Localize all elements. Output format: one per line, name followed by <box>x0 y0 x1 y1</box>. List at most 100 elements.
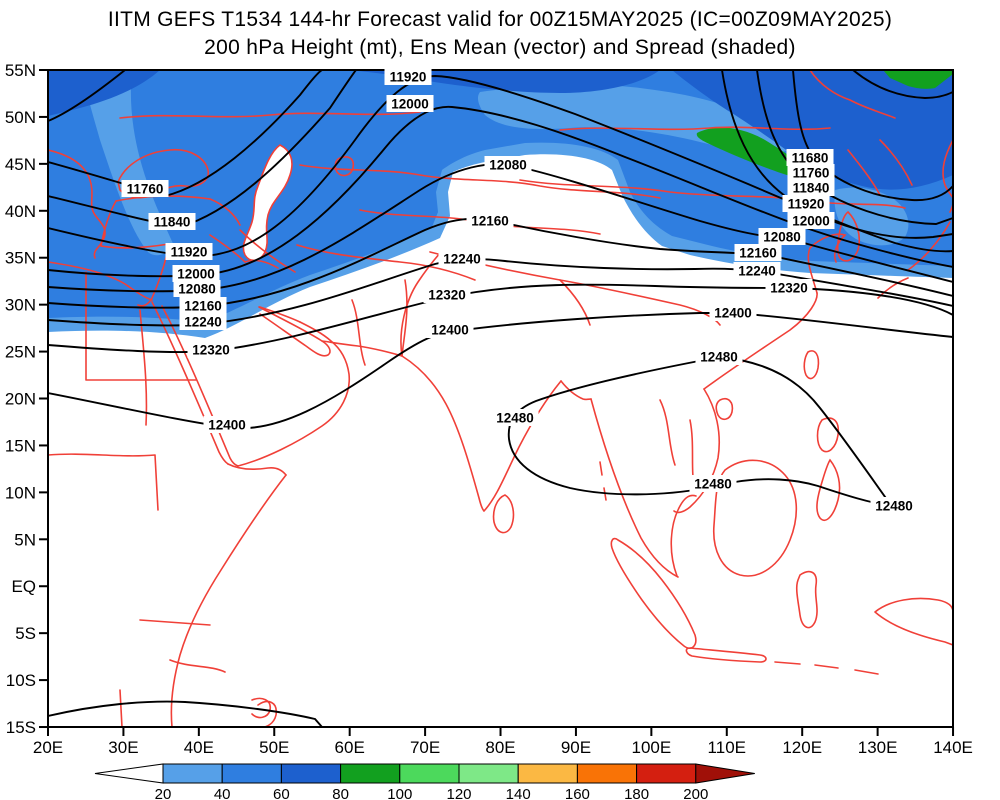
lon-tick-label: 70E <box>410 738 440 757</box>
contour-label: 12240 <box>738 264 776 279</box>
contour-label: 12240 <box>443 252 481 267</box>
colorbar-cell <box>576 763 638 784</box>
lat-tick-label: 25N <box>5 343 36 362</box>
lat-tick-label: 30N <box>5 296 36 315</box>
lon-tick-label: 60E <box>335 738 365 757</box>
contour-label-box <box>782 195 830 212</box>
contour-label: 12400 <box>208 418 246 433</box>
colorbar-cell <box>399 763 460 784</box>
colorbar-cell <box>636 763 697 784</box>
contour-label: 12480 <box>875 499 913 514</box>
title-line-1: IITM GEFS T1534 144-hr Forecast valid fo… <box>108 8 892 31</box>
contour-label: 12080 <box>178 282 216 297</box>
lat-tick-label: 20N <box>5 390 36 409</box>
colorbar-tick-label: 100 <box>387 786 412 800</box>
lon-tick-label: 120E <box>782 738 822 757</box>
contour-label-box <box>733 262 781 279</box>
colorbar-cell <box>162 763 223 784</box>
lat-tick-label: 10N <box>5 483 36 502</box>
contour-label-box <box>203 416 251 433</box>
contour-label-box <box>695 348 743 365</box>
lat-tick-label: 15N <box>5 436 36 455</box>
contour-label: 12160 <box>184 299 222 314</box>
lat-tick-label: 55N <box>5 61 36 80</box>
colorbar-tick-label: 80 <box>332 786 349 800</box>
contour-label: 12480 <box>700 350 738 365</box>
contour-label-box <box>689 475 737 492</box>
contour-label: 11840 <box>154 215 191 230</box>
contour-label-box <box>121 180 169 197</box>
contour-label-box <box>870 497 918 514</box>
colorbar-arrow-right <box>695 763 755 784</box>
contour-label: 11920 <box>788 197 825 212</box>
contour-label-box <box>179 297 227 314</box>
colorbar-cell <box>280 763 342 784</box>
colorbar: 20 40 60 80 100 120 140 160 180 200 <box>94 763 755 800</box>
colorbar-tick-label: 140 <box>506 786 531 800</box>
contour-label: 12400 <box>431 323 469 338</box>
contour-label-box <box>172 265 220 282</box>
colorbar-tick-label: 20 <box>155 786 172 800</box>
colorbar-arrow-left <box>94 763 164 784</box>
contour-label: 12160 <box>739 246 777 261</box>
lon-tick-label: 50E <box>259 738 289 757</box>
colorbar-cell <box>221 763 282 784</box>
contour-label: 12320 <box>192 343 230 358</box>
colorbar-tick-label: 60 <box>273 786 290 800</box>
contour-label-box <box>173 280 221 297</box>
contour-label: 12000 <box>177 267 215 282</box>
contour-label-box <box>709 304 757 321</box>
contour-label-box <box>384 68 432 85</box>
contour-label-box <box>787 179 835 196</box>
contour-label: 11920 <box>171 245 208 260</box>
colorbar-tick-label: 40 <box>214 786 231 800</box>
contour-label: 12400 <box>714 306 752 321</box>
contour-label: 11760 <box>793 166 830 181</box>
contour-label-box <box>386 95 434 112</box>
contour-label-box <box>179 313 227 330</box>
contour-label-box <box>765 279 813 296</box>
contour-label-box <box>787 164 835 181</box>
contour-label-box <box>165 243 213 260</box>
contour-label-box <box>787 212 835 229</box>
lon-tick-label: 140E <box>933 738 973 757</box>
contour-label: 12000 <box>792 214 830 229</box>
colorbar-tick-label: 200 <box>683 786 708 800</box>
lon-tick-label: 30E <box>108 738 138 757</box>
colorbar-cell <box>458 763 519 784</box>
contour-label: 11680 <box>792 151 829 166</box>
colorbar-cell <box>340 763 401 784</box>
contour-label: 12160 <box>471 214 509 229</box>
lon-tick-label: 90E <box>561 738 591 757</box>
contour-label-box <box>491 409 539 426</box>
lat-tick-label: 15S <box>6 718 36 737</box>
lon-tick-label: 80E <box>485 738 515 757</box>
lat-tick-label: 45N <box>5 155 36 174</box>
colorbar-tick-label: 160 <box>565 786 590 800</box>
contour-label: 11920 <box>390 70 427 85</box>
contour-label: 11840 <box>793 181 830 196</box>
lat-tick-label: 10S <box>6 671 36 690</box>
contour-label-box <box>426 321 474 338</box>
contour-label: 12320 <box>770 281 808 296</box>
contour-label-box <box>466 212 514 229</box>
contour-label-box <box>758 228 806 245</box>
contour-label: 12480 <box>496 411 534 426</box>
contour-label-box <box>484 156 532 173</box>
colorbar-cell <box>517 763 578 784</box>
lat-axis: 55N 50N 45N 40N 35N 30N 25N 20N 15N 10N 5N EQ 5S 10S 1… <box>5 61 48 737</box>
lon-tick-label: 110E <box>708 738 746 757</box>
contour-label: 12480 <box>694 477 732 492</box>
contour-label: 12240 <box>184 315 222 330</box>
contour-label: 11760 <box>127 182 164 197</box>
contour-label-box <box>423 286 471 303</box>
colorbar-tick-label: 180 <box>624 786 649 800</box>
contour-label: 12320 <box>428 288 466 303</box>
lon-tick-label: 40E <box>184 738 214 757</box>
contour-label: 12080 <box>489 158 527 173</box>
contour-label-box <box>187 341 235 358</box>
lat-tick-label: EQ <box>11 577 36 596</box>
lat-tick-label: 35N <box>5 249 36 268</box>
